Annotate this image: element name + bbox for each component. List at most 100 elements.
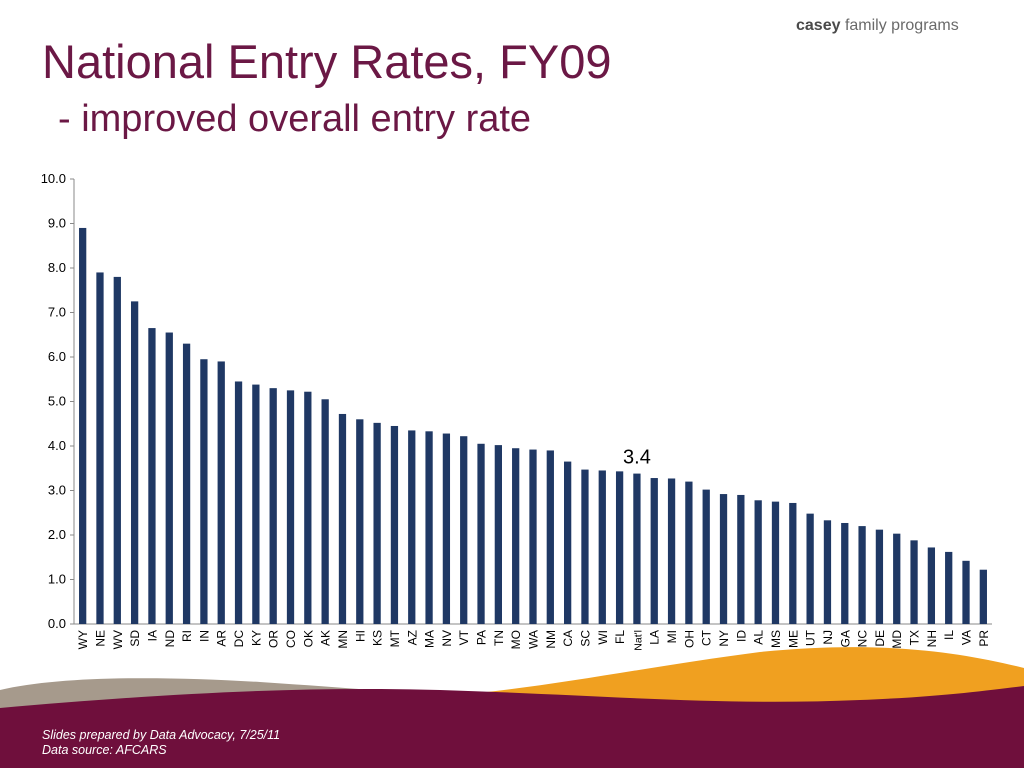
bar-tn xyxy=(494,445,502,624)
x-tick-label: NM xyxy=(544,630,558,649)
bar-vt xyxy=(460,436,468,624)
x-tick-label: OR xyxy=(267,630,281,648)
national-rate-annotation: 3.4 xyxy=(623,447,651,469)
bar-nd xyxy=(165,332,173,624)
y-tick-label: 1.0 xyxy=(48,572,66,587)
x-tick-label: AK xyxy=(319,630,333,646)
bar-mo xyxy=(512,448,520,624)
bar-md xyxy=(893,533,901,624)
bar-mi xyxy=(667,478,676,624)
x-tick-label: DE xyxy=(873,630,887,647)
bar-ms xyxy=(771,501,780,624)
bar-in xyxy=(200,359,208,624)
bar-al xyxy=(754,500,762,624)
bar-ca xyxy=(564,461,572,624)
x-tick-label: IN xyxy=(197,630,211,642)
footer-notes: Slides prepared by Data Advocacy, 7/25/1… xyxy=(42,728,280,758)
bar-ne xyxy=(96,272,104,624)
x-tick-label: KS xyxy=(371,630,385,646)
y-tick-label: 9.0 xyxy=(48,216,66,231)
maroon-band xyxy=(0,686,1024,768)
bar-va xyxy=(962,560,970,624)
bar-ia xyxy=(148,328,156,624)
x-tick-label: AL xyxy=(752,630,766,645)
bar-natl xyxy=(633,473,641,624)
bar-nc xyxy=(858,526,866,624)
x-tick-label: WA xyxy=(527,630,541,649)
x-tick-label: FL xyxy=(613,630,627,644)
x-tick-label: VA xyxy=(960,630,974,645)
bar-il xyxy=(945,551,953,624)
x-tick-label: NC xyxy=(856,630,870,648)
bar-sd xyxy=(130,301,139,624)
chart-x-labels: WY NE WV SD IA ND RI IN AR DC KY OR CO OK AK MN HI KS MT AZ… xyxy=(76,629,991,650)
y-tick-label: 4.0 xyxy=(48,438,66,453)
y-tick-label: 8.0 xyxy=(48,260,66,275)
bar-nm xyxy=(546,450,554,624)
x-tick-label: HI xyxy=(353,630,367,642)
bar-or xyxy=(269,388,277,624)
x-tick-label: ND xyxy=(163,630,177,648)
y-tick-label: 6.0 xyxy=(48,349,66,364)
decorative-bands xyxy=(0,647,1024,768)
logo-rest-text: family programs xyxy=(844,17,959,34)
bar-ny xyxy=(719,494,728,624)
bar-tx xyxy=(910,540,918,624)
bar-sc xyxy=(581,469,589,624)
x-tick-label: NE xyxy=(93,630,107,647)
x-tick-label: MT xyxy=(388,629,402,647)
bar-ct xyxy=(702,489,710,624)
bar-dc xyxy=(234,381,243,624)
x-tick-label: CA xyxy=(561,630,575,647)
x-tick-label: NV xyxy=(440,630,454,647)
x-tick-label: MN xyxy=(336,630,350,649)
x-tick-label: SD xyxy=(128,630,142,647)
x-tick-label: RI xyxy=(180,630,194,642)
bar-az xyxy=(408,430,416,624)
x-tick-label: TX xyxy=(908,630,922,645)
x-tick-label: CO xyxy=(284,630,298,648)
y-tick-label: 7.0 xyxy=(48,305,66,320)
x-tick-label: PR xyxy=(977,630,991,647)
bar-wy xyxy=(79,227,87,624)
x-tick-label: NJ xyxy=(821,630,835,645)
x-tick-label: WI xyxy=(596,630,610,645)
x-tick-label: WY xyxy=(76,630,90,649)
x-tick-label: AZ xyxy=(405,630,419,645)
x-tick-label: MI xyxy=(665,630,679,643)
x-tick-label: UT xyxy=(804,629,818,646)
x-tick-label: AR xyxy=(215,630,229,647)
x-tick-label: GA xyxy=(838,630,852,647)
bar-pa xyxy=(477,443,485,624)
logo-bold-text: casey xyxy=(796,17,841,34)
bar-hi xyxy=(356,419,364,624)
footer-prepared-by: Slides prepared by Data Advocacy, 7/25/1… xyxy=(42,728,281,742)
x-tick-label: MD xyxy=(890,630,904,649)
x-tick-label: LA xyxy=(648,630,662,645)
bar-nj xyxy=(823,520,832,624)
bar-ky xyxy=(252,384,260,624)
x-tick-label: PA xyxy=(475,630,489,645)
slide-title: National Entry Rates, FY09 xyxy=(42,35,612,88)
bar-la xyxy=(650,478,658,624)
footer-data-source: Data source: AFCARS xyxy=(42,743,167,757)
x-tick-label: WV xyxy=(111,630,125,649)
bar-nv xyxy=(442,433,451,624)
bar-ga xyxy=(841,522,849,624)
y-tick-label: 2.0 xyxy=(48,527,66,542)
bar-fl xyxy=(615,471,624,624)
x-tick-label: MS xyxy=(769,630,783,648)
bar-wa xyxy=(529,449,537,624)
y-tick-label: 0.0 xyxy=(48,616,66,631)
bar-wv xyxy=(113,276,121,624)
casey-family-programs-logo: casey family programs xyxy=(796,17,959,35)
x-tick-label: CT xyxy=(700,629,714,646)
x-tick-label: OH xyxy=(682,630,696,648)
bar-mn xyxy=(338,413,347,624)
bar-ks xyxy=(373,422,381,624)
bar-de xyxy=(875,529,884,624)
chart-bars xyxy=(79,227,987,624)
bar-me xyxy=(789,502,797,624)
x-tick-label: SC xyxy=(578,630,592,647)
